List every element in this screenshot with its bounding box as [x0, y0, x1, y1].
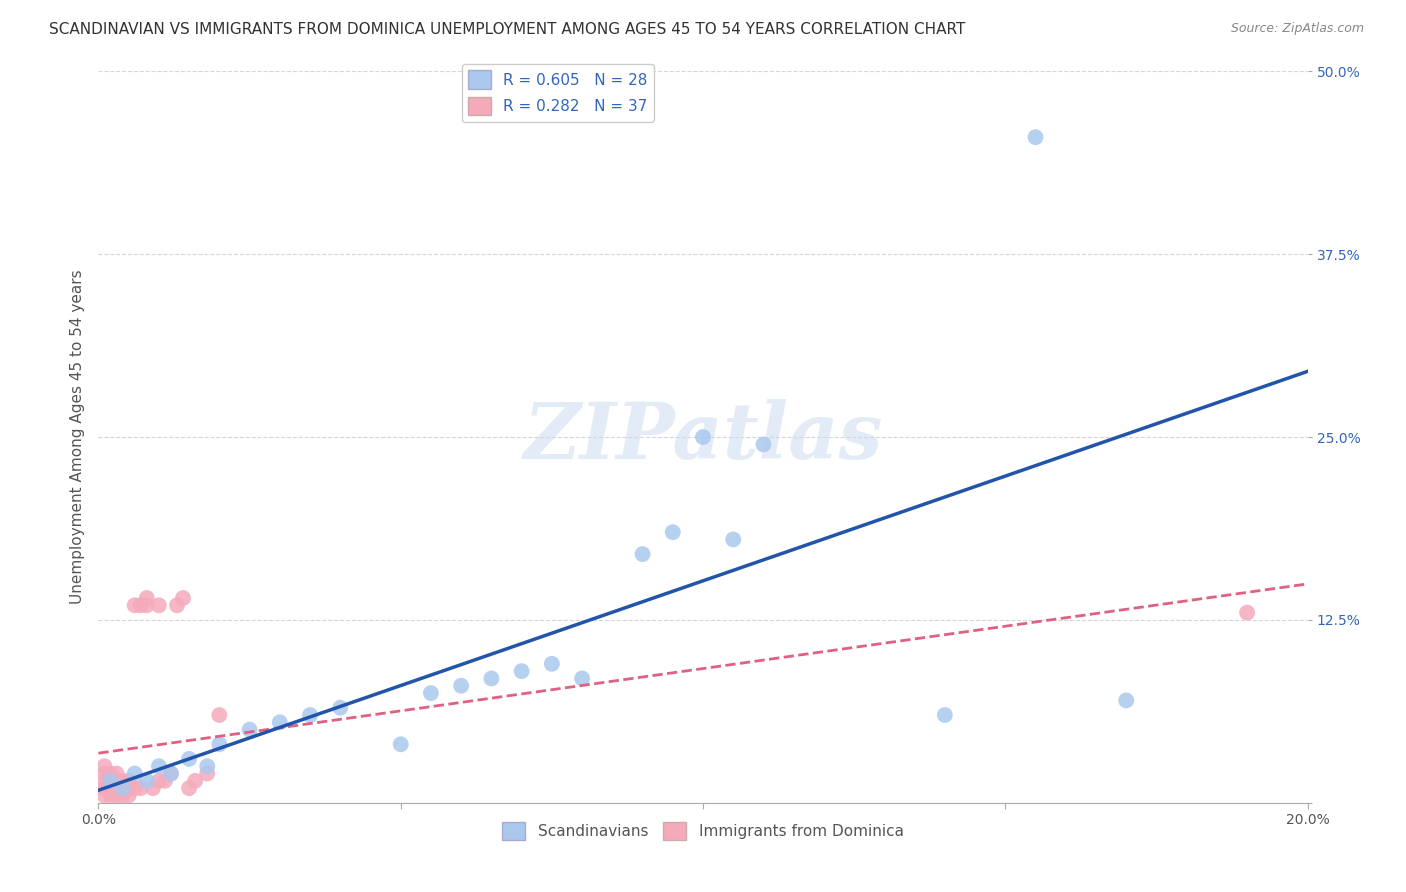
Point	[166, 599, 188, 613]
Point	[420, 686, 443, 700]
Point	[934, 708, 956, 723]
Text: ZIPatlas: ZIPatlas	[523, 399, 883, 475]
Point	[129, 781, 152, 796]
Point	[111, 789, 134, 803]
Point	[135, 599, 157, 613]
Point	[208, 737, 231, 751]
Point	[571, 672, 593, 686]
Point	[100, 773, 122, 788]
Point	[93, 789, 115, 803]
Text: SCANDINAVIAN VS IMMIGRANTS FROM DOMINICA UNEMPLOYMENT AMONG AGES 45 TO 54 YEARS : SCANDINAVIAN VS IMMIGRANTS FROM DOMINICA…	[49, 22, 966, 37]
Point	[118, 781, 141, 796]
Point	[135, 773, 157, 788]
Point	[179, 752, 201, 766]
Point	[329, 700, 352, 714]
Point	[100, 781, 122, 796]
Point	[148, 759, 170, 773]
Point	[93, 781, 115, 796]
Point	[692, 430, 714, 444]
Point	[208, 708, 231, 723]
Point	[179, 781, 201, 796]
Point	[389, 737, 412, 751]
Point	[1024, 130, 1046, 145]
Point	[111, 773, 134, 788]
Point	[118, 773, 141, 788]
Point	[172, 591, 194, 605]
Point	[540, 657, 562, 671]
Point	[195, 766, 218, 780]
Point	[481, 672, 503, 686]
Point	[661, 525, 683, 540]
Point	[105, 773, 128, 788]
Point	[723, 533, 745, 547]
Point	[124, 599, 146, 613]
Point	[160, 766, 183, 780]
Point	[148, 599, 170, 613]
Point	[142, 781, 165, 796]
Point	[269, 715, 291, 730]
Point	[184, 773, 207, 788]
Point	[153, 773, 176, 788]
Point	[129, 599, 152, 613]
Point	[752, 437, 775, 451]
Point	[111, 781, 134, 796]
Point	[111, 781, 134, 796]
Point	[1115, 693, 1137, 707]
Point	[100, 789, 122, 803]
Point	[100, 773, 122, 788]
Legend: Scandinavians, Immigrants from Dominica: Scandinavians, Immigrants from Dominica	[496, 815, 910, 847]
Point	[148, 773, 170, 788]
Point	[118, 789, 141, 803]
Point	[239, 723, 262, 737]
Point	[93, 759, 115, 773]
Y-axis label: Unemployment Among Ages 45 to 54 years: Unemployment Among Ages 45 to 54 years	[69, 269, 84, 605]
Point	[1236, 606, 1258, 620]
Point	[124, 766, 146, 780]
Point	[105, 781, 128, 796]
Point	[93, 773, 115, 788]
Point	[195, 759, 218, 773]
Point	[160, 766, 183, 780]
Point	[299, 708, 322, 723]
Point	[450, 679, 472, 693]
Point	[100, 766, 122, 780]
Point	[631, 547, 654, 561]
Point	[135, 591, 157, 605]
Point	[105, 766, 128, 780]
Point	[124, 781, 146, 796]
Text: Source: ZipAtlas.com: Source: ZipAtlas.com	[1230, 22, 1364, 36]
Point	[105, 789, 128, 803]
Point	[93, 766, 115, 780]
Point	[510, 664, 533, 678]
